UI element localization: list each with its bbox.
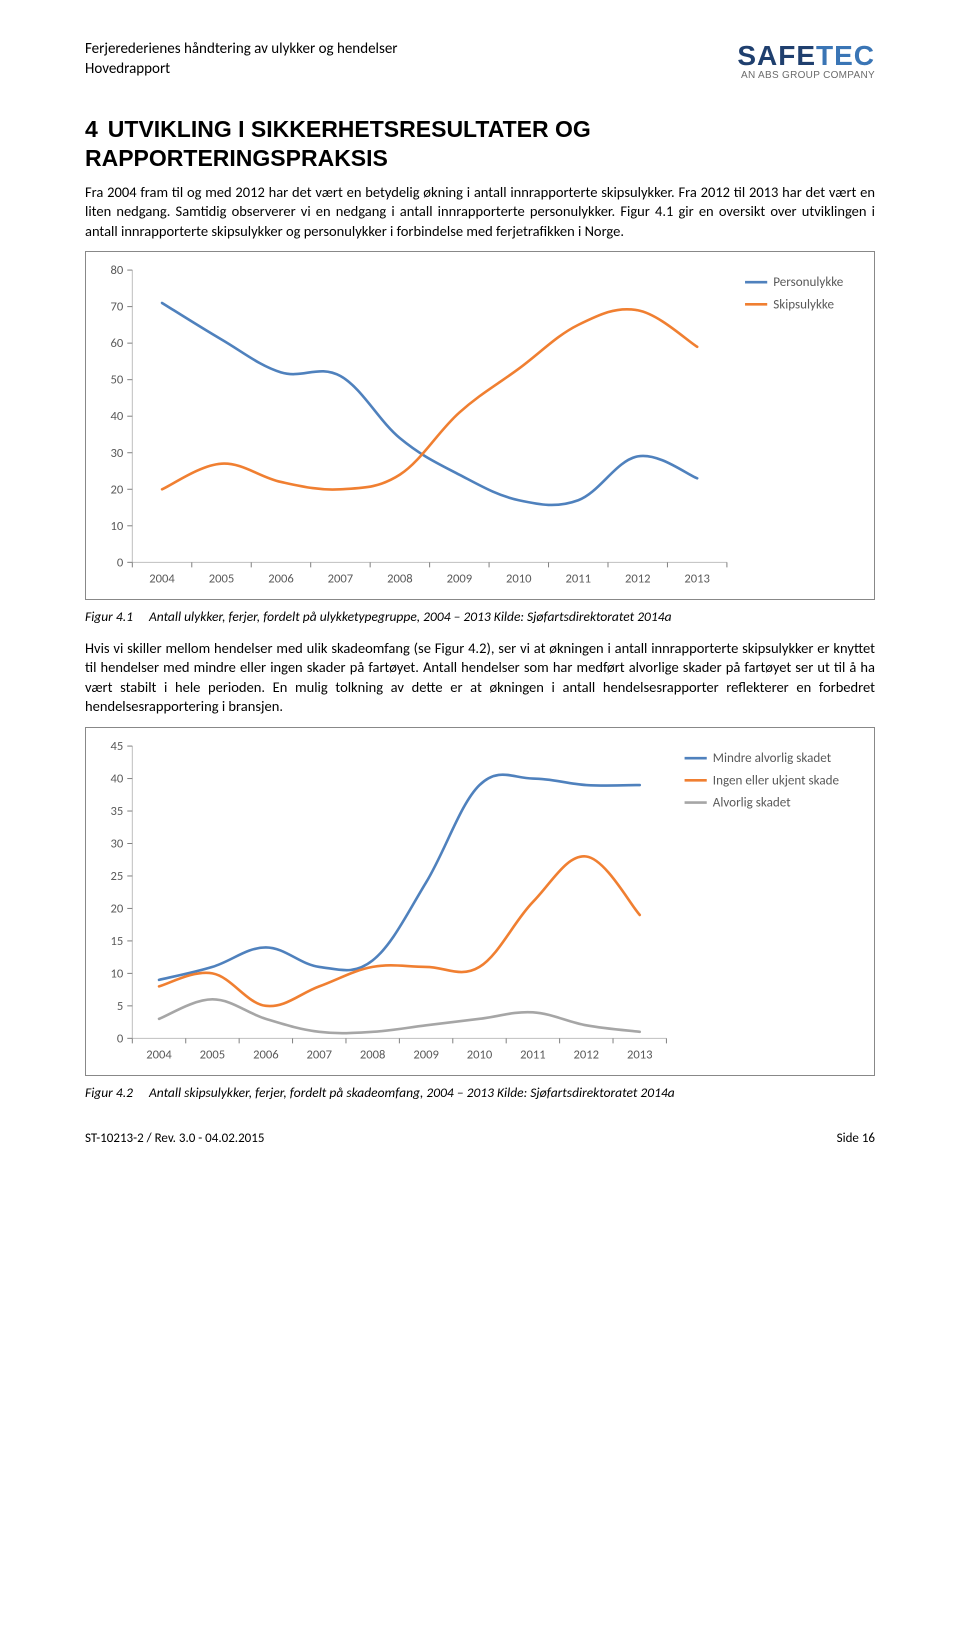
chart-1: 0 10 20 30 40 50 60 70 80 2004 2005 2006 2007 2008 200… bbox=[85, 251, 875, 600]
figure-text-2: Antall skipsulykker, ferjer, fordelt på … bbox=[149, 1084, 675, 1101]
svg-text:2006: 2006 bbox=[268, 572, 294, 587]
svg-text:2004: 2004 bbox=[146, 1047, 172, 1062]
svg-text:2009: 2009 bbox=[447, 572, 473, 587]
svg-text:15: 15 bbox=[110, 934, 123, 949]
svg-text:10: 10 bbox=[110, 519, 123, 534]
svg-text:20: 20 bbox=[110, 482, 123, 497]
section-number: 4 bbox=[85, 116, 98, 142]
figure-text-1: Antall ulykker, ferjer, fordelt på ulykk… bbox=[149, 608, 672, 625]
section-heading: UTVIKLING I SIKKERHETSRESULTATER OG RAPP… bbox=[85, 116, 591, 171]
svg-text:2011: 2011 bbox=[520, 1047, 546, 1062]
svg-text:40: 40 bbox=[110, 409, 123, 424]
svg-text:30: 30 bbox=[110, 446, 123, 461]
paragraph-1: Fra 2004 fram til og med 2012 har det væ… bbox=[85, 183, 875, 242]
chart-2: 0 5 10 15 20 25 30 35 40 45 2004 2005 2006 2007 2008 20… bbox=[85, 727, 875, 1076]
svg-text:45: 45 bbox=[110, 739, 123, 754]
svg-text:2009: 2009 bbox=[413, 1047, 439, 1062]
svg-text:Personulykke: Personulykke bbox=[773, 274, 844, 290]
page-header: Ferjerederienes håndtering av ulykker og… bbox=[85, 40, 875, 81]
svg-text:80: 80 bbox=[110, 263, 123, 278]
svg-text:Ingen eller ukjent skade: Ingen eller ukjent skade bbox=[713, 772, 840, 788]
figure-caption-1: Figur 4.1 Antall ulykker, ferjer, fordelt… bbox=[85, 608, 875, 625]
svg-text:2005: 2005 bbox=[209, 572, 235, 587]
section-title: 4UTVIKLING I SIKKERHETSRESULTATER OG RAP… bbox=[85, 115, 875, 173]
logo: SAFETEC AN ABS GROUP COMPANY bbox=[737, 40, 875, 81]
svg-text:2005: 2005 bbox=[200, 1047, 226, 1062]
svg-text:2012: 2012 bbox=[574, 1047, 600, 1062]
svg-text:2008: 2008 bbox=[360, 1047, 386, 1062]
svg-text:Alvorlig skadet: Alvorlig skadet bbox=[713, 795, 791, 811]
svg-text:Skipsulykke: Skipsulykke bbox=[773, 297, 834, 313]
svg-text:35: 35 bbox=[110, 804, 123, 819]
chart-2-svg: 0 5 10 15 20 25 30 35 40 45 2004 2005 2006 2007 2008 20… bbox=[92, 736, 868, 1069]
svg-text:2007: 2007 bbox=[307, 1047, 333, 1062]
svg-text:0: 0 bbox=[117, 556, 124, 571]
figure-label-2: Figur 4.2 bbox=[85, 1084, 133, 1101]
svg-text:2010: 2010 bbox=[506, 572, 532, 587]
svg-text:2004: 2004 bbox=[149, 572, 175, 587]
svg-text:2006: 2006 bbox=[253, 1047, 279, 1062]
figure-label-1: Figur 4.1 bbox=[85, 608, 133, 625]
svg-text:2010: 2010 bbox=[467, 1047, 493, 1062]
svg-text:2012: 2012 bbox=[625, 572, 651, 587]
header-line-2: Hovedrapport bbox=[85, 60, 398, 80]
svg-text:20: 20 bbox=[110, 901, 123, 916]
svg-text:40: 40 bbox=[110, 772, 123, 787]
page-footer: ST-10213-2 / Rev. 3.0 - 04.02.2015 Side … bbox=[85, 1131, 875, 1146]
svg-text:2008: 2008 bbox=[387, 572, 413, 587]
svg-text:2007: 2007 bbox=[328, 572, 354, 587]
svg-text:10: 10 bbox=[110, 966, 123, 981]
figure-caption-2: Figur 4.2 Antall skipsulykker, ferjer, fo… bbox=[85, 1084, 875, 1101]
svg-text:50: 50 bbox=[110, 373, 123, 388]
svg-text:30: 30 bbox=[110, 837, 123, 852]
svg-text:0: 0 bbox=[117, 1031, 124, 1046]
svg-text:25: 25 bbox=[110, 869, 123, 884]
footer-right: Side 16 bbox=[837, 1131, 875, 1146]
svg-text:70: 70 bbox=[110, 300, 123, 315]
svg-text:2011: 2011 bbox=[565, 572, 591, 587]
footer-left: ST-10213-2 / Rev. 3.0 - 04.02.2015 bbox=[85, 1131, 264, 1146]
logo-main: SAFETEC bbox=[737, 40, 875, 72]
chart-1-svg: 0 10 20 30 40 50 60 70 80 2004 2005 2006 2007 2008 200… bbox=[92, 260, 868, 593]
svg-text:5: 5 bbox=[117, 999, 123, 1014]
logo-sub: AN ABS GROUP COMPANY bbox=[737, 70, 875, 81]
paragraph-2: Hvis vi skiller mellom hendelser med uli… bbox=[85, 639, 875, 717]
header-text: Ferjerederienes håndtering av ulykker og… bbox=[85, 40, 398, 79]
header-line-1: Ferjerederienes håndtering av ulykker og… bbox=[85, 40, 398, 60]
svg-text:60: 60 bbox=[110, 336, 123, 351]
svg-text:Mindre alvorlig skadet: Mindre alvorlig skadet bbox=[713, 750, 832, 766]
svg-text:2013: 2013 bbox=[627, 1047, 653, 1062]
svg-text:2013: 2013 bbox=[684, 572, 710, 587]
